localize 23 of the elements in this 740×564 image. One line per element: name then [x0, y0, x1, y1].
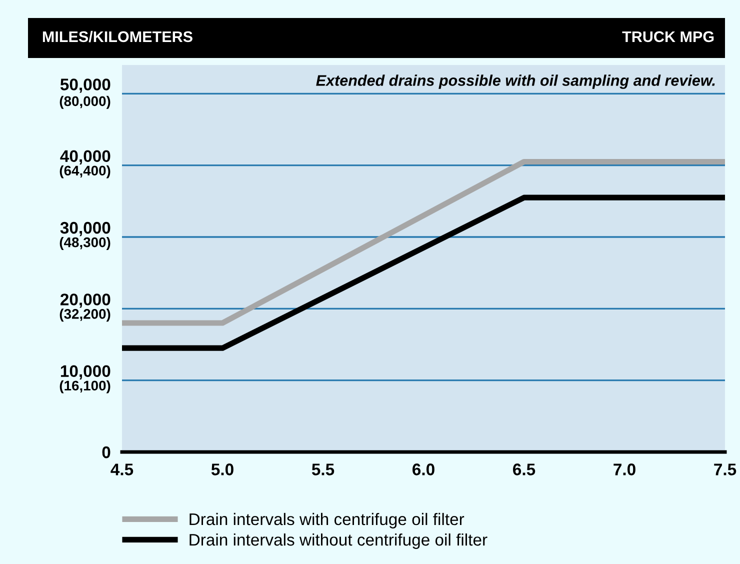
y2-tick-label: (48,300)	[60, 237, 110, 250]
y-tick-label: 30,000	[60, 222, 110, 236]
y-tick-label: 10,000	[60, 365, 110, 380]
y2-tick-label: (32,200)	[60, 308, 110, 322]
annotation: Extended drains possible with oil sampling and review.	[316, 74, 715, 89]
x-tick-label: 7.5	[714, 464, 736, 476]
y-axis-title: MILES/KILOMETERS	[42, 30, 192, 42]
x-tick-label: 7.0	[614, 464, 636, 476]
y2-tick-label: (16,100)	[60, 380, 110, 394]
x-tick-label: 5.5	[312, 464, 334, 476]
y-tick-label: 50,000	[60, 78, 110, 93]
y2-tick-label: (64,400)	[60, 165, 110, 178]
x-axis-title: TRUCK MPG	[622, 31, 714, 42]
legend-label: Drain intervals with centrifuge oil filter	[190, 512, 464, 528]
y-tick-label: 40,000	[60, 150, 110, 164]
y-tick-label: 20,000	[60, 294, 110, 308]
y-tick-label: 0	[102, 446, 110, 458]
legend-label: Drain intervals without centrifuge oil filter	[190, 533, 488, 549]
x-tick-label: 6.0	[412, 464, 434, 476]
y2-tick-label: (80,000)	[60, 96, 110, 109]
x-tick-label: 5.0	[211, 464, 234, 476]
x-tick-label: 6.5	[513, 464, 536, 476]
x-tick-label: 4.5	[110, 464, 134, 476]
